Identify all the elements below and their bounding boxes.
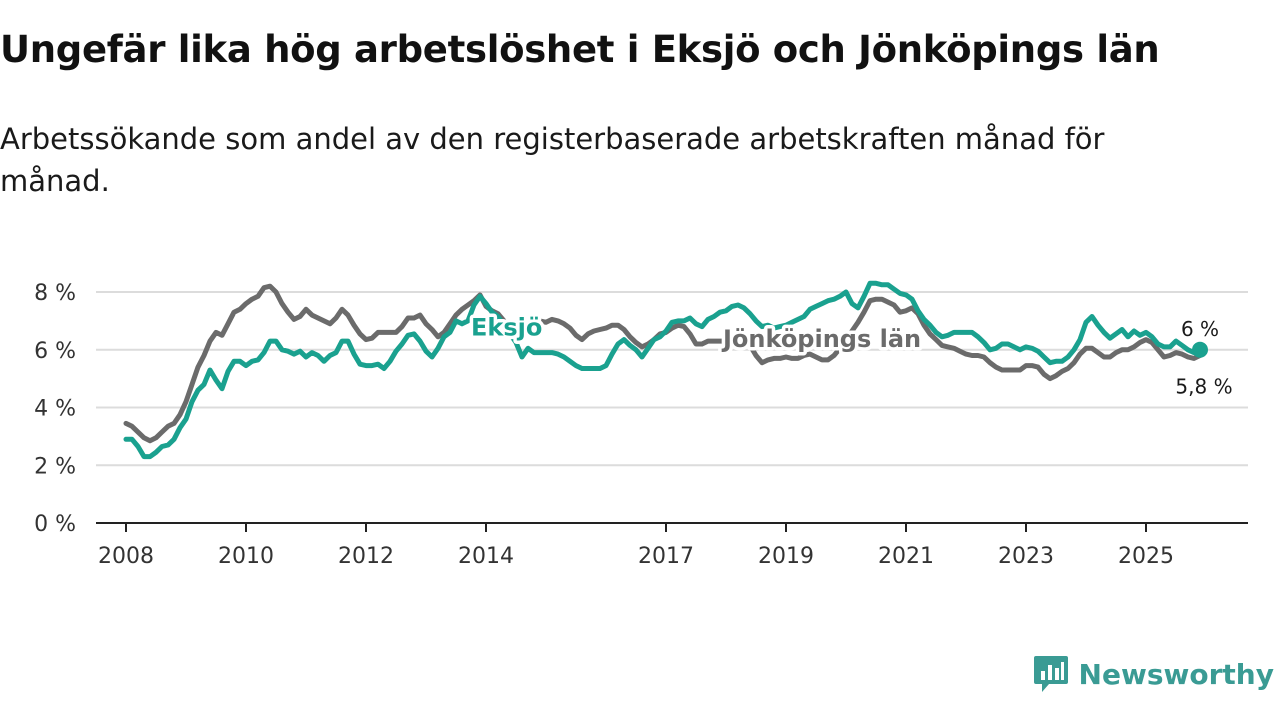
x-axis-ticks: 2008 2010 2012 2014 2017 2019 2021 2023 2025 (98, 523, 1174, 569)
y-tick-label: 4 % (34, 397, 76, 422)
chart-title: Ungefär lika hög arbetslöshet i Eksjö oc… (0, 28, 1160, 71)
y-tick-label: 2 % (34, 454, 76, 479)
series-label-jonkopings-lan: Jönköpings län (721, 325, 921, 353)
x-tick-label: 2021 (878, 544, 934, 569)
x-tick-label: 2014 (458, 544, 514, 569)
y-tick-label: 8 % (34, 281, 76, 306)
y-axis-tick-labels: 0 % 2 % 4 % 6 % 8 % (34, 281, 76, 537)
x-tick-label: 2008 (98, 544, 154, 569)
brand-logo: Newsworthy (1033, 654, 1274, 694)
chart-subtitle: Arbetssökande som andel av den registerb… (0, 122, 1105, 198)
series-labels: 6 % 5,8 % Eksjö Jönköpings län (468, 310, 1236, 401)
series-line-j-nk-pings-l-n (123, 283, 1203, 444)
x-tick-label: 2025 (1118, 544, 1174, 569)
x-tick-label: 2010 (218, 544, 274, 569)
brand-name: Newsworthy (1078, 657, 1274, 691)
end-value-label-jonkopings-lan: 5,8 % (1175, 375, 1232, 399)
newsworthy-logo-icon (1033, 656, 1068, 692)
series-label-eksjo: Eksjö (471, 314, 542, 342)
endpoint-marker-eksjo (1192, 341, 1208, 358)
x-tick-label: 2023 (998, 544, 1054, 569)
x-tick-label: 2012 (338, 544, 394, 569)
y-tick-label: 6 % (34, 339, 76, 364)
grid-lines (96, 291, 1248, 467)
y-tick-label: 0 % (34, 512, 76, 537)
series-lines (123, 280, 1203, 460)
end-value-label-eksjo: 6 % (1181, 317, 1219, 341)
series-line-eksj (123, 280, 1203, 460)
x-tick-label: 2019 (758, 544, 814, 569)
x-tick-label: 2017 (638, 544, 694, 569)
